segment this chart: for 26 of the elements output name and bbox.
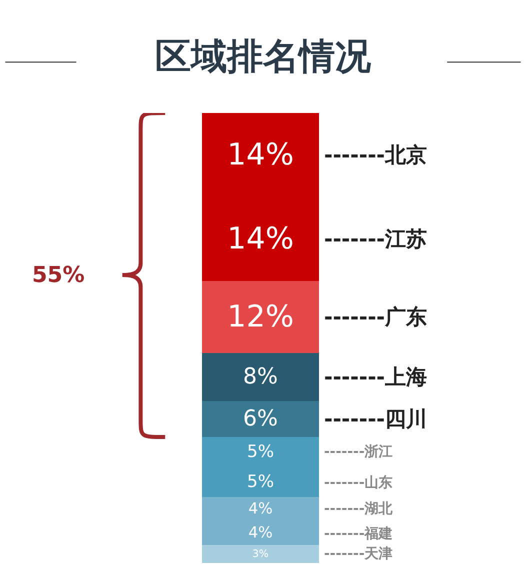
data-label: 12%	[227, 300, 294, 334]
bar	[202, 281, 319, 353]
data-label: 14%	[227, 138, 294, 172]
series-label: -------福建	[324, 525, 393, 542]
series-label: -------山东	[324, 474, 393, 491]
series-label: -------天津	[324, 546, 393, 562]
data-label: 4%	[248, 524, 273, 542]
series-label: -------四川	[324, 407, 428, 431]
data-label: 5%	[247, 472, 274, 492]
series-label: -------浙江	[324, 444, 393, 460]
data-label: 14%	[227, 222, 294, 256]
bar	[202, 353, 319, 401]
bar	[202, 401, 319, 437]
series-label: -------湖北	[324, 501, 394, 517]
series-label: -------江苏	[324, 227, 428, 251]
chart-title: 区域排名情况	[155, 36, 371, 78]
data-label: 6%	[243, 406, 278, 432]
data-label: 5%	[247, 442, 274, 462]
series-label: -------上海	[324, 365, 428, 389]
series-label: -------广东	[324, 305, 428, 329]
text: 55%	[32, 263, 85, 288]
data-label: 3%	[252, 549, 269, 560]
data-label: 8%	[243, 364, 278, 390]
bar	[202, 545, 319, 563]
series-label: -------北京	[324, 143, 428, 167]
data-label: 4%	[248, 500, 273, 518]
